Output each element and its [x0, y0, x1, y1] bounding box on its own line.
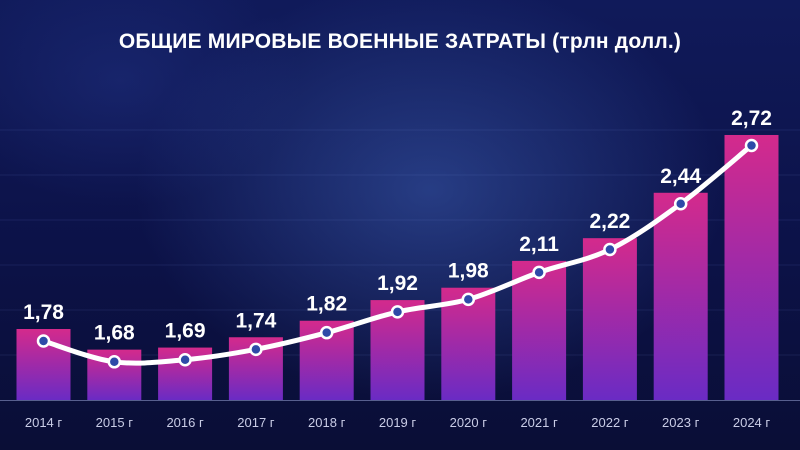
- line-marker: [461, 292, 476, 307]
- line-marker: [532, 265, 546, 280]
- value-label: 2,72: [731, 107, 772, 130]
- x-tick-label: 2018 г: [308, 415, 346, 430]
- x-tick-label: 2024 г: [733, 415, 771, 430]
- bar-2021-г: [512, 260, 567, 400]
- value-label: 2,22: [589, 210, 630, 233]
- bar-2022-г: [582, 238, 637, 400]
- line-marker: [744, 138, 759, 153]
- line-marker: [36, 334, 51, 348]
- chart-title: ОБЩИЕ МИРОВЫЕ ВОЕННЫЕ ЗАТРАТЫ (трлн долл…: [118, 30, 682, 53]
- value-label: 1,82: [306, 293, 347, 316]
- value-label: 2,44: [660, 165, 701, 188]
- value-label: 1,92: [377, 272, 418, 295]
- value-label: 2,11: [519, 233, 559, 256]
- bar-2020-г: [441, 287, 496, 400]
- x-tick-label: 2019 г: [379, 415, 417, 430]
- x-tick-label: 2014 г: [25, 415, 63, 430]
- value-label: 1,78: [23, 301, 64, 324]
- value-label: 1,74: [235, 309, 276, 332]
- line-marker: [178, 352, 192, 367]
- value-label: 1,98: [448, 260, 489, 283]
- bar-2023-г: [653, 192, 708, 400]
- x-tick-label: 2021 г: [520, 415, 558, 430]
- value-label: 1,69: [165, 320, 206, 343]
- bar-2024-г: [724, 134, 779, 400]
- x-tick-label: 2016 г: [166, 415, 204, 430]
- line-marker: [603, 242, 617, 257]
- x-tick-label: 2020 г: [450, 415, 488, 430]
- x-tick-label: 2022 г: [591, 415, 629, 430]
- value-label: 1,68: [94, 322, 135, 345]
- line-marker: [249, 342, 263, 357]
- x-tick-label: 2023 г: [662, 415, 700, 430]
- line-marker: [319, 325, 334, 340]
- x-tick-label: 2015 г: [96, 415, 134, 430]
- line-marker: [107, 355, 122, 369]
- x-tick-label: 2017 г: [237, 415, 275, 430]
- line-marker: [673, 196, 688, 211]
- line-marker: [390, 305, 405, 319]
